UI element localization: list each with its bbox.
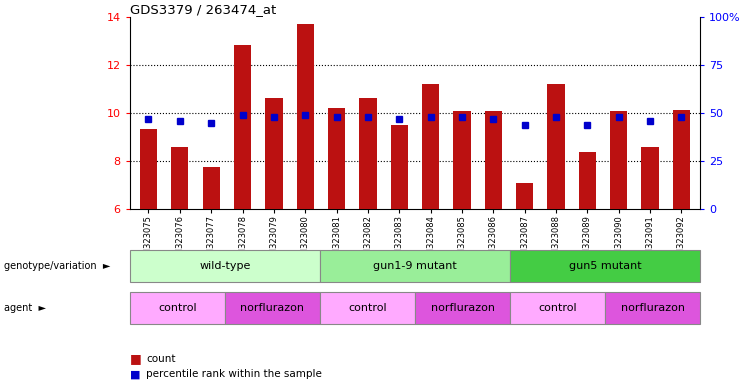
Bar [359, 98, 376, 209]
Text: norflurazon: norflurazon [621, 303, 685, 313]
Bar [610, 111, 628, 209]
Bar [548, 84, 565, 209]
Bar [265, 98, 282, 209]
Text: wild-type: wild-type [199, 261, 250, 271]
Text: GDS3379 / 263474_at: GDS3379 / 263474_at [130, 3, 276, 16]
Text: norflurazon: norflurazon [240, 303, 305, 313]
Text: gun1-9 mutant: gun1-9 mutant [373, 261, 457, 271]
Bar [202, 167, 220, 209]
Text: agent  ►: agent ► [4, 303, 46, 313]
Text: norflurazon: norflurazon [431, 303, 494, 313]
Text: control: control [538, 303, 577, 313]
Text: control: control [158, 303, 196, 313]
Bar [422, 84, 439, 209]
Text: genotype/variation  ►: genotype/variation ► [4, 261, 110, 271]
Bar [171, 147, 188, 209]
Bar [642, 147, 659, 209]
Bar [140, 129, 157, 209]
Text: gun5 mutant: gun5 mutant [569, 261, 642, 271]
Text: control: control [348, 303, 387, 313]
Text: percentile rank within the sample: percentile rank within the sample [146, 369, 322, 379]
Bar [453, 111, 471, 209]
Bar [328, 109, 345, 209]
Bar [391, 125, 408, 209]
Bar [234, 45, 251, 209]
Bar [516, 183, 534, 209]
Text: count: count [146, 354, 176, 364]
Text: ■: ■ [130, 369, 140, 379]
Bar [579, 152, 596, 209]
Bar [673, 110, 690, 209]
Text: ■: ■ [130, 353, 142, 366]
Bar [485, 111, 502, 209]
Bar [296, 25, 314, 209]
